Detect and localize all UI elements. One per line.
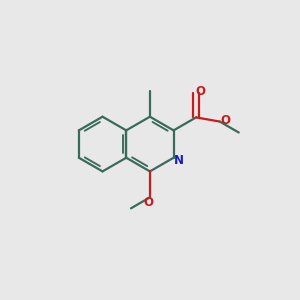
- Text: O: O: [195, 85, 205, 98]
- Text: O: O: [143, 196, 153, 209]
- Text: O: O: [220, 114, 230, 127]
- Text: N: N: [174, 154, 184, 166]
